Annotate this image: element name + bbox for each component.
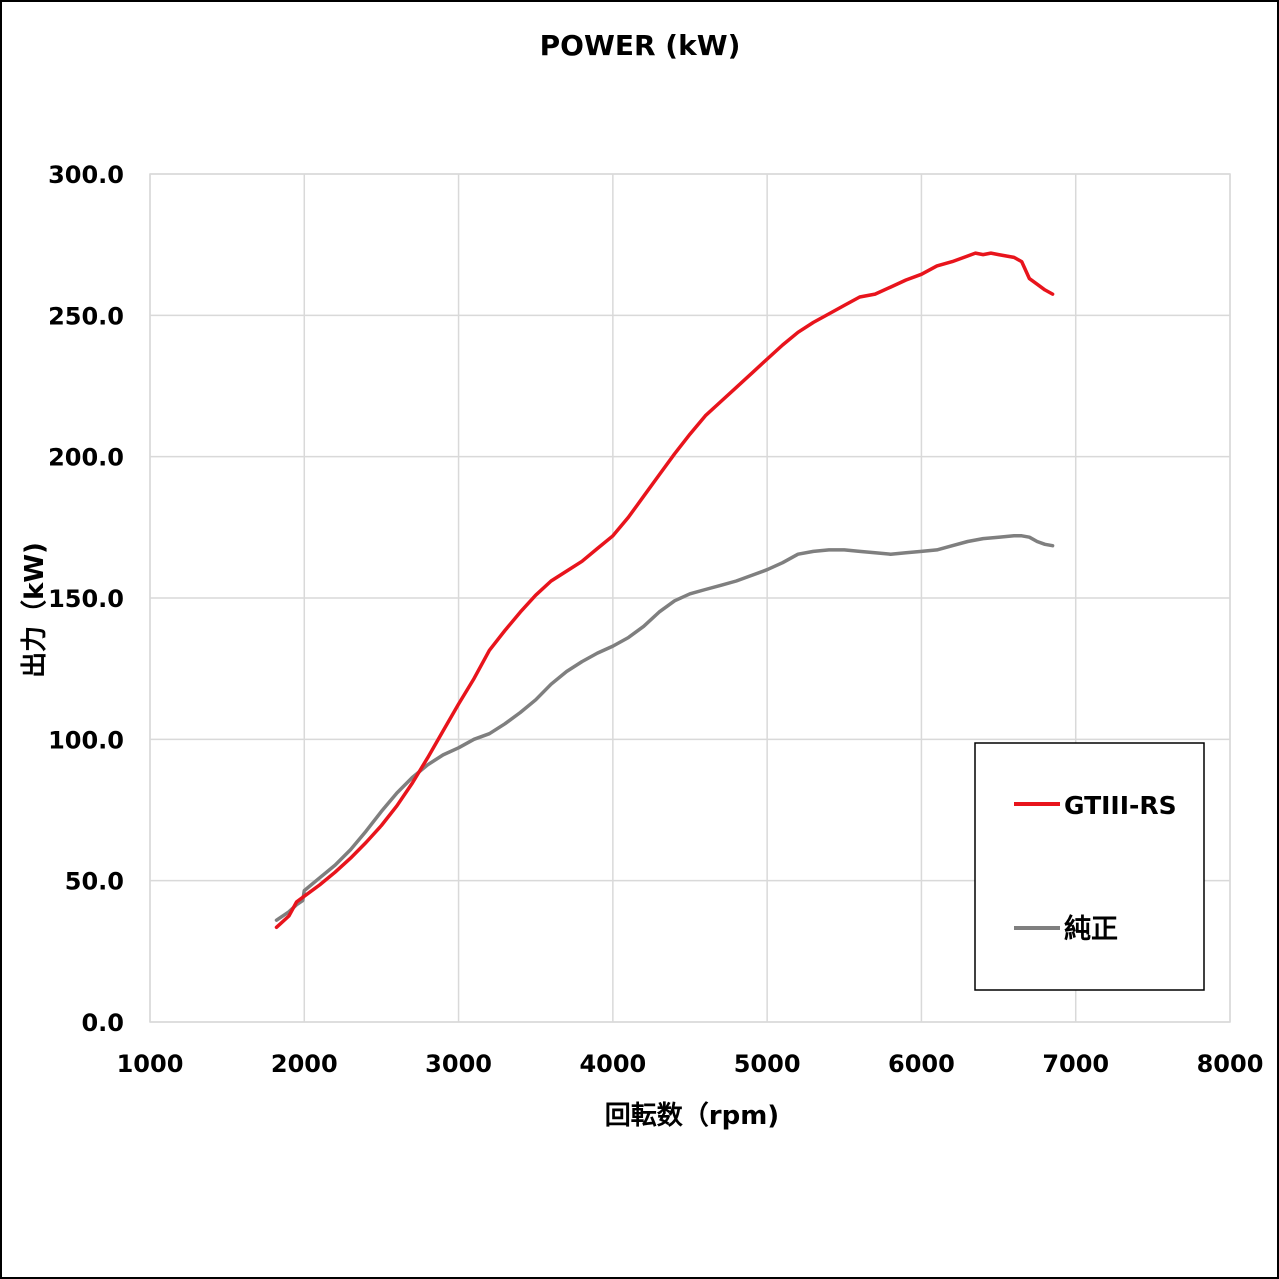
x-axis-label: 回転数（rpm) (605, 1101, 779, 1131)
legend-box (974, 742, 1205, 991)
y-tick-label: 250.0 (48, 302, 124, 330)
x-tick-label: 4000 (579, 1050, 646, 1078)
x-tick-label: 8000 (1197, 1050, 1264, 1078)
y-tick-label: 50.0 (65, 868, 124, 896)
y-tick-label: 100.0 (48, 726, 124, 754)
x-axis-ticks: 1000 2000 3000 4000 5000 6000 7000 8000 (117, 1050, 1264, 1078)
y-tick-label: 150.0 (48, 585, 124, 613)
series-line-stock (274, 534, 1055, 922)
y-axis-ticks: 0.0 50.0 100.0 150.0 200.0 250.0 300.0 (48, 161, 124, 1037)
legend: GTIII-RS 純正 (974, 742, 1205, 991)
series-layer (274, 251, 1055, 930)
y-tick-label: 200.0 (48, 444, 124, 472)
x-tick-label: 1000 (117, 1050, 184, 1078)
x-tick-label: 2000 (271, 1050, 338, 1078)
chart-title: POWER (kW) (540, 29, 741, 62)
plot-area (149, 173, 1231, 1023)
x-tick-label: 7000 (1042, 1050, 1109, 1078)
x-tick-label: 3000 (425, 1050, 492, 1078)
legend-label-gtiii-rs: GTIII-RS (1064, 791, 1177, 820)
y-axis-label: 出力（kW) (20, 542, 50, 678)
legend-label-stock: 純正 (1064, 913, 1118, 945)
y-tick-label: 300.0 (48, 161, 124, 189)
series-line-gtiii-rs (274, 251, 1055, 930)
x-tick-label: 6000 (888, 1050, 955, 1078)
x-tick-label: 5000 (734, 1050, 801, 1078)
y-tick-label: 0.0 (81, 1009, 124, 1037)
